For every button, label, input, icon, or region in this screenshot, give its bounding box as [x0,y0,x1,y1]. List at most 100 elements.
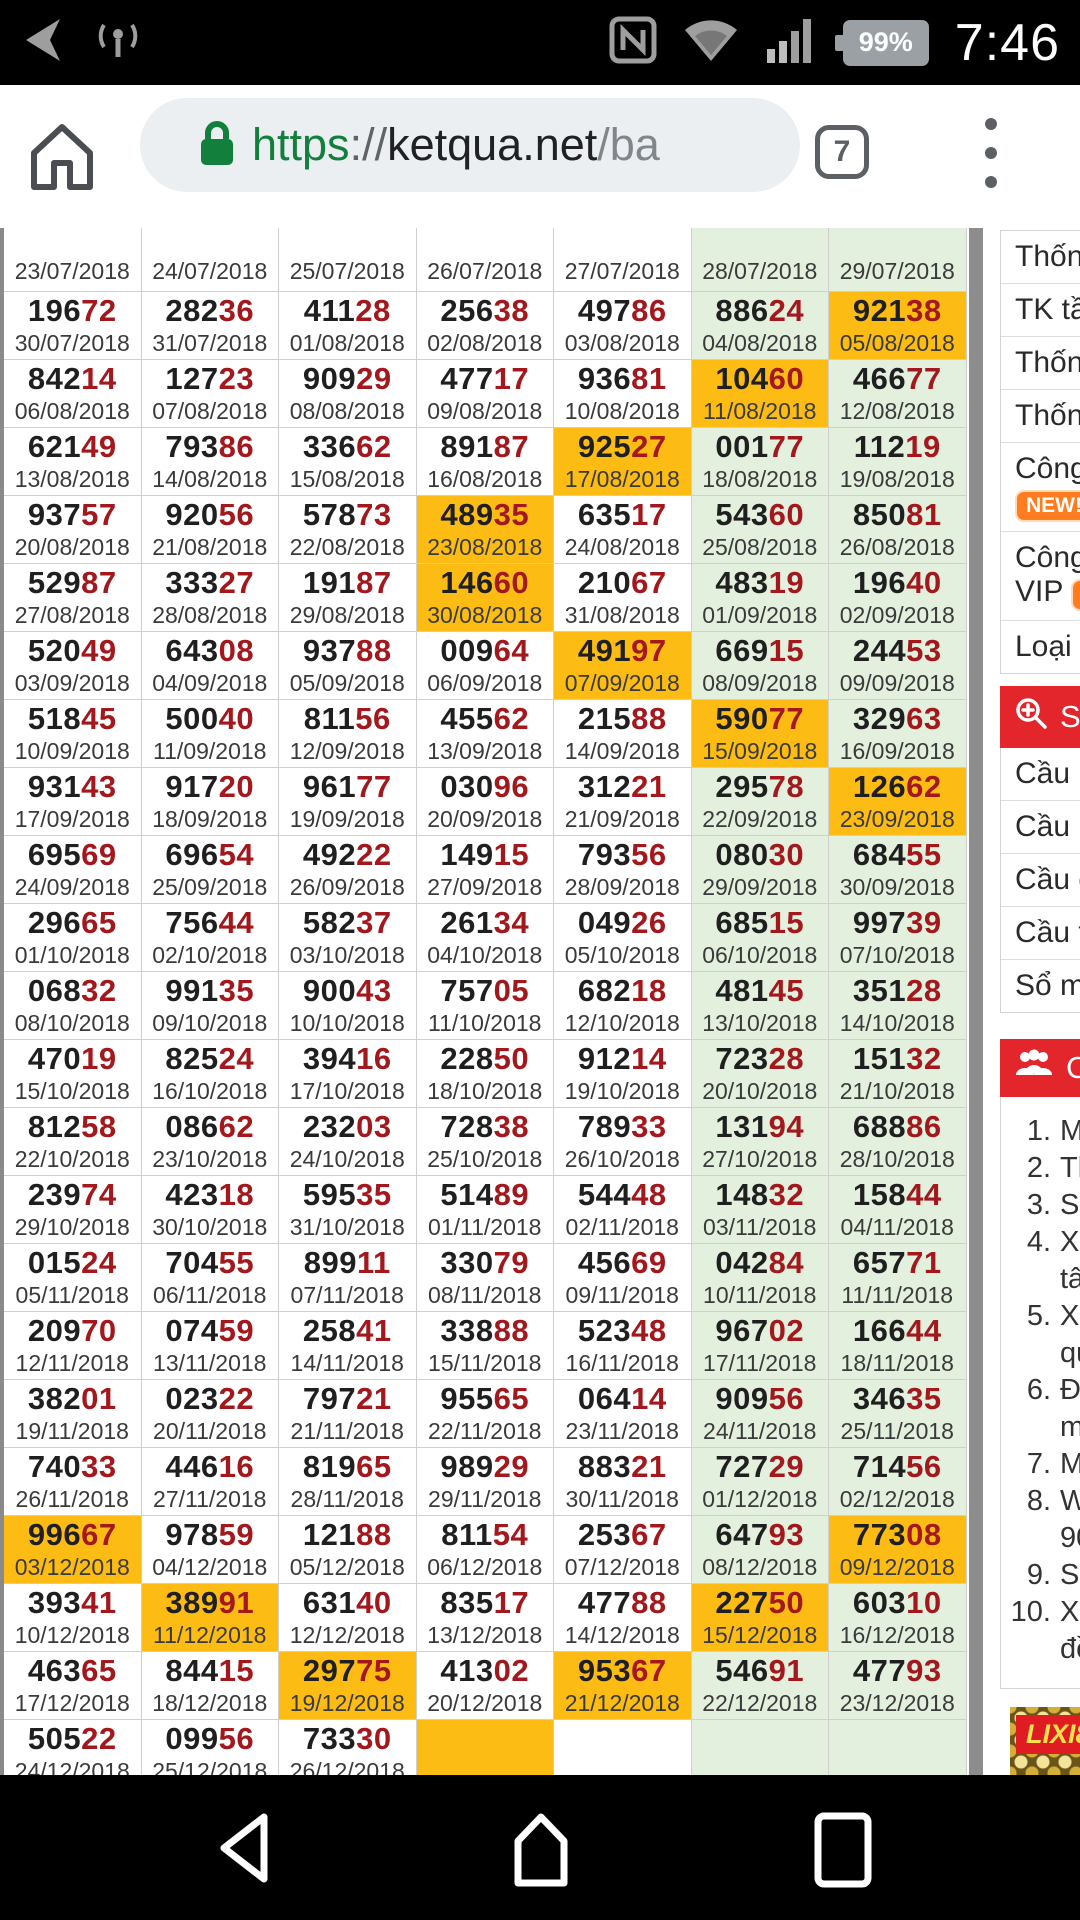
result-cell[interactable]: 04284 10/11/2018 [691,1244,829,1312]
result-cell[interactable]: 19640 02/09/2018 [829,564,967,632]
result-cell[interactable]: 29578 22/09/2018 [691,768,829,836]
result-cell[interactable]: 14660 30/08/2018 [416,564,554,632]
result-cell[interactable]: 48935 23/08/2018 [416,496,554,564]
result-cell[interactable]: 85081 26/08/2018 [829,496,967,564]
result-cell[interactable]: 12188 05/12/2018 [279,1516,417,1584]
result-cell[interactable]: 29665 01/10/2018 [4,904,142,972]
sidebar-link[interactable]: Loại dà [1015,630,1080,663]
result-cell[interactable]: 73330 26/12/2018 [279,1720,417,1775]
result-cell[interactable]: 46365 17/12/2018 [4,1652,142,1720]
result-cell[interactable]: 95565 22/11/2018 [416,1380,554,1448]
url-bar[interactable]: https://ketqua.net/ba [140,98,800,192]
result-cell[interactable]: 54691 22/12/2018 [691,1652,829,1720]
result-cell[interactable]: 93788 05/09/2018 [279,632,417,700]
sidebar-link[interactable]: Thống k [1001,337,1080,390]
result-cell[interactable]: 90929 08/08/2018 [279,360,417,428]
soi-cau-button[interactable]: So [1000,686,1080,748]
result-cell[interactable]: 64308 04/09/2018 [141,632,279,700]
result-cell[interactable]: 49786 03/08/2018 [554,292,692,360]
result-cell[interactable]: 66915 08/09/2018 [691,632,829,700]
result-cell[interactable]: 28/07/2018 [691,228,829,292]
result-cell[interactable]: 32963 16/09/2018 [829,700,967,768]
result-cell[interactable]: 00964 06/09/2018 [416,632,554,700]
result-cell[interactable]: 72729 01/12/2018 [691,1448,829,1516]
page-scrollbar[interactable] [969,228,983,1775]
result-cell[interactable]: 64793 08/12/2018 [691,1516,829,1584]
result-cell[interactable]: 35128 14/10/2018 [829,972,967,1040]
result-cell[interactable]: 88321 30/11/2018 [554,1448,692,1516]
result-cell[interactable]: 33079 08/11/2018 [416,1244,554,1312]
result-cell[interactable]: 74033 26/11/2018 [4,1448,142,1516]
news-list-item[interactable]: 1.Mở [1026,1115,1080,1147]
result-cell[interactable]: 82524 16/10/2018 [141,1040,279,1108]
result-cell[interactable]: 33662 15/08/2018 [279,428,417,496]
result-cell[interactable]: 59077 15/09/2018 [691,700,829,768]
result-cell[interactable]: 25841 14/11/2018 [279,1312,417,1380]
nav-recents-button[interactable] [812,1811,874,1894]
sidebar-link[interactable]: Cầu lot [1001,748,1080,801]
sidebar-link[interactable]: Thống k [1001,231,1080,284]
nav-home-button[interactable] [502,1811,580,1892]
result-cell[interactable]: 39416 17/10/2018 [279,1040,417,1108]
result-cell[interactable]: 15844 04/11/2018 [829,1176,967,1244]
result-cell[interactable]: 25/07/2018 [279,228,417,292]
result-cell[interactable]: 06414 23/11/2018 [554,1380,692,1448]
result-cell[interactable]: 29775 19/12/2018 [279,1652,417,1720]
result-cell[interactable]: 81154 06/12/2018 [416,1516,554,1584]
result-cell[interactable]: 16644 18/11/2018 [829,1312,967,1380]
result-cell[interactable]: 90956 24/11/2018 [691,1380,829,1448]
result-cell[interactable]: 23/07/2018 [4,228,142,292]
sidebar-link[interactable]: Cầu lot [1001,801,1080,854]
result-cell[interactable]: 99667 03/12/2018 [4,1516,142,1584]
sidebar-link[interactable]: Cầu the [1001,907,1080,960]
result-cell[interactable]: 83517 13/12/2018 [416,1584,554,1652]
result-cell[interactable] [416,1720,554,1775]
result-cell[interactable]: 81156 12/09/2018 [279,700,417,768]
result-cell[interactable]: 04926 05/10/2018 [554,904,692,972]
news-list-item-wrap[interactable]: mỗ [1060,1411,1080,1443]
result-cell[interactable]: 68886 28/10/2018 [829,1108,967,1176]
result-cell[interactable]: 34635 25/11/2018 [829,1380,967,1448]
result-cell[interactable]: 50522 24/12/2018 [4,1720,142,1775]
result-cell[interactable]: 99135 09/10/2018 [141,972,279,1040]
result-cell[interactable]: 33888 15/11/2018 [416,1312,554,1380]
result-cell[interactable]: 08662 23/10/2018 [141,1108,279,1176]
result-cell[interactable]: 28236 31/07/2018 [141,292,279,360]
result-cell[interactable]: 63517 24/08/2018 [554,496,692,564]
result-cell[interactable]: 45562 13/09/2018 [416,700,554,768]
result-cell[interactable]: 92138 05/08/2018 [829,292,967,360]
result-cell[interactable]: 93681 10/08/2018 [554,360,692,428]
result-cell[interactable]: 20970 12/11/2018 [4,1312,142,1380]
result-cell[interactable]: 19187 29/08/2018 [279,564,417,632]
result-cell[interactable]: 81258 22/10/2018 [4,1108,142,1176]
result-cell[interactable]: 99739 07/10/2018 [829,904,967,972]
news-list-item[interactable]: 4.Xsm [1026,1226,1080,1258]
result-cell[interactable]: 90043 10/10/2018 [279,972,417,1040]
result-cell[interactable]: 41128 01/08/2018 [279,292,417,360]
result-cell[interactable]: 00177 18/08/2018 [691,428,829,496]
result-cell[interactable]: 51845 10/09/2018 [4,700,142,768]
result-cell[interactable]: 48319 01/09/2018 [691,564,829,632]
result-cell[interactable]: 29/07/2018 [829,228,967,292]
result-cell[interactable]: 79356 28/09/2018 [554,836,692,904]
news-list-item-wrap[interactable]: tây [1060,1263,1080,1295]
result-cell[interactable]: 02322 20/11/2018 [141,1380,279,1448]
home-button[interactable] [26,119,98,196]
result-cell[interactable]: 47793 23/12/2018 [829,1652,967,1720]
result-cell[interactable]: 77308 09/12/2018 [829,1516,967,1584]
result-cell[interactable]: 09956 25/12/2018 [141,1720,279,1775]
result-cell[interactable]: 49197 07/09/2018 [554,632,692,700]
result-cell[interactable]: 52987 27/08/2018 [4,564,142,632]
result-cell[interactable]: 24/07/2018 [141,228,279,292]
result-cell[interactable]: 41302 20/12/2018 [416,1652,554,1720]
result-cell[interactable]: 03096 20/09/2018 [416,768,554,836]
result-cell[interactable]: 31221 21/09/2018 [554,768,692,836]
result-cell[interactable]: 22750 15/12/2018 [691,1584,829,1652]
news-list-item[interactable]: 7.Mở [1026,1448,1080,1480]
news-list-item[interactable]: 2.Thả [1026,1152,1080,1184]
nav-back-button[interactable] [212,1811,274,1890]
result-cell[interactable]: 68515 06/10/2018 [691,904,829,972]
news-list-item-wrap[interactable]: đồn [1060,1633,1080,1665]
news-list-item[interactable]: 10.Xsm [1010,1596,1080,1628]
result-cell[interactable]: 45669 09/11/2018 [554,1244,692,1312]
